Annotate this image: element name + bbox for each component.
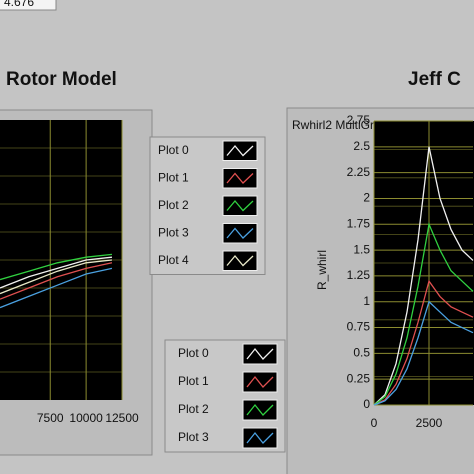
y-tick-label: 1.25 — [347, 268, 371, 282]
y-tick-label: 2.25 — [347, 165, 371, 179]
y-tick-label: 2.75 — [347, 113, 371, 127]
y-tick-label: 0.75 — [347, 320, 371, 334]
graph-caption: Rwhirl2 MultiGraph — [292, 118, 394, 132]
legend-label: Plot 2 — [158, 198, 189, 212]
y-tick-label: 0.25 — [347, 371, 371, 385]
legend-swatch — [222, 250, 258, 271]
series-line — [0, 253, 113, 281]
legend-swatch — [222, 223, 258, 244]
legend-wave — [246, 431, 274, 444]
series-line — [0, 262, 113, 300]
series-line — [0, 259, 113, 295]
top-field — [0, 0, 57, 11]
legend-swatch — [222, 168, 258, 189]
legend-wave — [226, 172, 254, 184]
top-field-value: 4.676 — [4, 0, 34, 9]
series-line — [0, 256, 113, 289]
legend-wave — [226, 144, 254, 157]
y-axis-label: R_whirl — [315, 250, 329, 290]
legend-wave — [226, 227, 254, 239]
legend-label: Plot 4 — [158, 253, 189, 267]
legend-label: Plot 1 — [158, 170, 189, 184]
legend-swatch — [242, 427, 278, 449]
legend-label: Plot 1 — [178, 374, 209, 388]
legend-swatch — [242, 343, 278, 365]
legend-label: Plot 0 — [178, 346, 209, 360]
y-tick-label: 0.5 — [353, 346, 370, 360]
y-tick-label: 1.5 — [353, 242, 370, 256]
legend-wave — [246, 347, 274, 360]
legend-swatch — [242, 399, 278, 421]
y-tick-label: 1.75 — [347, 216, 371, 230]
series-line — [373, 222, 474, 406]
legend-wave — [226, 199, 254, 212]
legend-label: Plot 2 — [178, 402, 209, 416]
legend-swatch — [222, 195, 258, 216]
x-tick-label: 7500 — [37, 411, 64, 425]
legend-wave — [246, 403, 274, 416]
right-heading: Jeff C — [408, 69, 461, 90]
y-tick-label: 0 — [363, 397, 370, 411]
series-line — [0, 267, 113, 309]
legend-wave — [226, 254, 254, 267]
y-tick-label: 2.5 — [353, 139, 370, 153]
legend-label: Plot 3 — [178, 430, 209, 444]
series-line — [373, 146, 474, 406]
left-title: Rotor Model — [6, 69, 117, 90]
legend-swatch — [242, 371, 278, 393]
series-line — [373, 279, 474, 406]
legend-label: Plot 3 — [158, 225, 189, 239]
y-tick-label: 2 — [363, 191, 370, 205]
legend-swatch — [222, 140, 258, 161]
series-line — [373, 300, 474, 406]
y-tick-label: 1 — [363, 294, 370, 308]
x-tick-label: 12500 — [105, 411, 139, 425]
x-tick-label: 0 — [371, 416, 378, 430]
x-tick-label: 10000 — [69, 411, 103, 425]
legend-label: Plot 0 — [158, 143, 189, 157]
x-tick-label: 2500 — [416, 416, 443, 430]
legend-wave — [246, 375, 274, 388]
